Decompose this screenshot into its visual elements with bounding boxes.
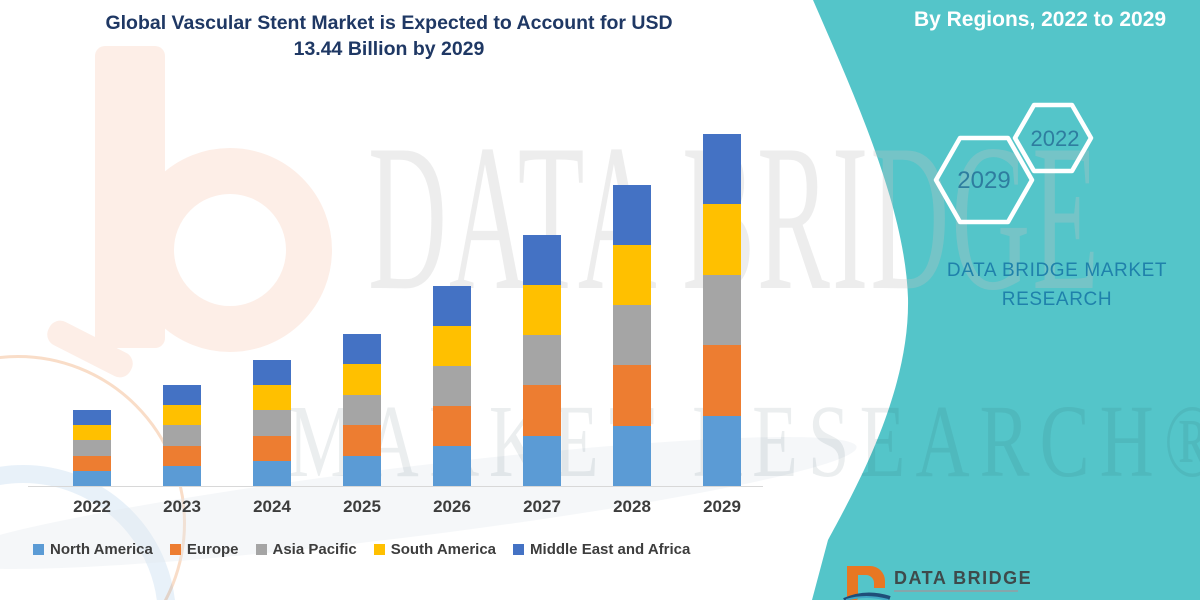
- x-tick-label: 2029: [703, 497, 741, 516]
- footer-logo-text: DATA BRIDGE: [894, 568, 1033, 588]
- bar-segment: [253, 410, 291, 436]
- brand-name-line-1: DATA BRIDGE MARKET: [946, 260, 1168, 281]
- bar-segment: [703, 274, 741, 345]
- bar-segment: [343, 455, 381, 486]
- panel-heading: By Regions, 2022 to 2029: [913, 8, 1167, 31]
- bar-segment: [523, 385, 561, 436]
- bar-segment: [343, 394, 381, 426]
- bar-segment: [433, 365, 471, 406]
- footer-logo-underline: [894, 590, 1018, 592]
- bar-segment: [433, 285, 471, 326]
- bar-segment: [523, 435, 561, 486]
- chart-title: Global Vascular Stent Market is Expected…: [38, 10, 740, 62]
- legend-label: North America: [50, 541, 153, 558]
- bar-segment: [163, 425, 201, 446]
- bar-segment: [73, 455, 111, 471]
- brand-name-line-2: RESEARCH: [1001, 289, 1113, 310]
- bar-segment: [433, 325, 471, 366]
- legend-item: Europe: [169, 541, 239, 558]
- stacked-bar-2024: [253, 360, 291, 486]
- stacked-bar-2023: [163, 385, 201, 486]
- hexagon-year-2022: 2022: [1030, 126, 1080, 151]
- bar-segment: [343, 334, 381, 365]
- x-tick-label: 2028: [613, 497, 651, 516]
- bar-segment: [613, 425, 651, 486]
- bar-segment: [73, 440, 111, 456]
- bar-segment: [703, 204, 741, 275]
- bar-segment: [73, 410, 111, 426]
- stacked-bar-2027: [523, 234, 561, 486]
- bar-segment: [163, 405, 201, 426]
- hexagon-year-2029: 2029: [957, 167, 1011, 194]
- bar-segment: [433, 445, 471, 486]
- bar-segment: [523, 284, 561, 336]
- bar-segment: [703, 345, 741, 416]
- bar-segment: [163, 385, 201, 406]
- legend-label: Middle East and Africa: [530, 541, 691, 558]
- chart-legend: North America Europe Asia Pacific South Ame…: [33, 541, 690, 558]
- legend-marker-icon: [169, 544, 181, 555]
- chart-title-line-1: Global Vascular Stent Market is Expected…: [105, 12, 673, 34]
- footer-logo: DATA BRIDGE: [840, 560, 1040, 600]
- bar-segment: [523, 234, 561, 285]
- legend-item: Asia Pacific: [255, 541, 357, 558]
- x-axis-line: [28, 486, 763, 487]
- legend-label: Asia Pacific: [272, 541, 357, 558]
- stacked-bar-2022: [73, 410, 111, 486]
- bar-segment: [343, 425, 381, 456]
- brand-name-block: DATA BRIDGE MARKET RESEARCH: [928, 256, 1186, 314]
- bar-segment: [163, 465, 201, 486]
- plot-area: 2022 2023 2024 2025 2026 2027 2028 2029: [28, 100, 763, 516]
- legend-label: Europe: [186, 541, 239, 558]
- bar-segment: [613, 184, 651, 245]
- legend-item: South America: [373, 541, 497, 558]
- legend-marker-icon: [513, 544, 525, 555]
- bar-segment: [253, 360, 291, 386]
- x-tick-label: 2026: [433, 497, 471, 516]
- stacked-bar-2029: [703, 133, 741, 486]
- legend-marker-icon: [255, 544, 267, 555]
- x-tick-label: 2027: [523, 497, 561, 516]
- bar-segment: [343, 364, 381, 395]
- bar-segment: [253, 460, 291, 486]
- bar-segment: [703, 133, 741, 204]
- legend-marker-icon: [373, 544, 385, 555]
- chart-title-line-2: 13.44 Billion by 2029: [293, 38, 485, 60]
- bar-segment: [433, 405, 471, 446]
- stacked-bar-2026: [433, 285, 471, 486]
- bar-segment: [613, 365, 651, 426]
- legend-item: North America: [33, 541, 153, 558]
- x-tick-label: 2024: [253, 497, 291, 516]
- footer-logo-b-icon: [843, 566, 891, 600]
- bar-segment: [523, 335, 561, 386]
- bar-segment: [73, 470, 111, 486]
- bar-segment: [613, 244, 651, 306]
- stacked-bar-2028: [613, 184, 651, 486]
- legend-item: Middle East and Africa: [513, 541, 690, 558]
- x-tick-label: 2025: [343, 497, 381, 516]
- bar-segment: [163, 445, 201, 466]
- x-tick-label: 2023: [163, 497, 201, 516]
- bar-segment: [253, 385, 291, 411]
- legend-marker-icon: [33, 544, 44, 555]
- stacked-bar-2025: [343, 334, 381, 486]
- x-tick-label: 2022: [73, 497, 111, 516]
- bar-segment: [703, 415, 741, 486]
- bar-segment: [253, 435, 291, 461]
- legend-label: South America: [390, 541, 497, 558]
- bar-segment: [73, 425, 111, 441]
- bar-segment: [613, 305, 651, 366]
